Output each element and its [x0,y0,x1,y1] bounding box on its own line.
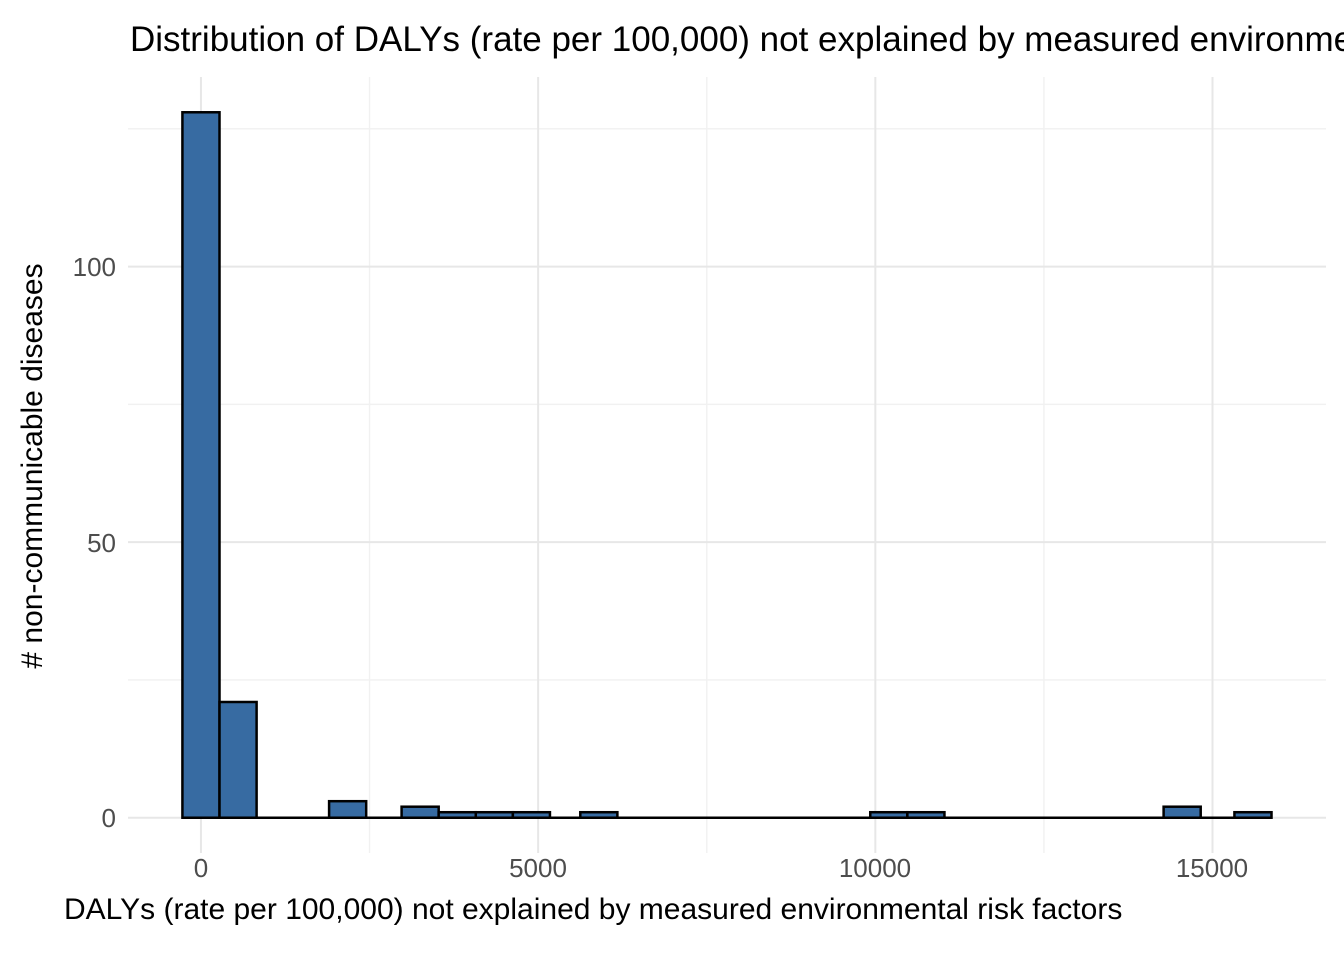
x-tick-label-15000: 15000 [1175,853,1249,883]
histogram-bar [400,805,440,819]
histogram-bar [579,810,619,819]
x-tick-label-10000: 10000 [838,853,912,883]
x-tick-label-5000: 5000 [509,853,567,883]
x-axis-title: DALYs (rate per 100,000) not explained b… [64,893,1123,926]
x-tick-label-0: 0 [193,853,209,883]
histogram-bar [511,810,552,819]
y-tick-label-50: 50 [87,528,116,558]
histogram-bar [906,810,946,819]
y-tick-label-100: 100 [72,252,116,282]
y-axis-title: # non-communicable diseases [16,263,49,669]
histogram-bar [474,810,515,819]
histogram-bar [218,700,258,819]
histogram-bar [327,799,368,819]
histogram-bar [869,810,909,819]
histogram-bar [1162,805,1202,819]
chart-title: Distribution of DALYs (rate per 100,000)… [130,20,1344,59]
histogram-bar [1233,810,1273,819]
histogram-bar [437,810,478,819]
y-tick-label-0: 0 [101,803,116,833]
histogram-bar [181,111,221,819]
